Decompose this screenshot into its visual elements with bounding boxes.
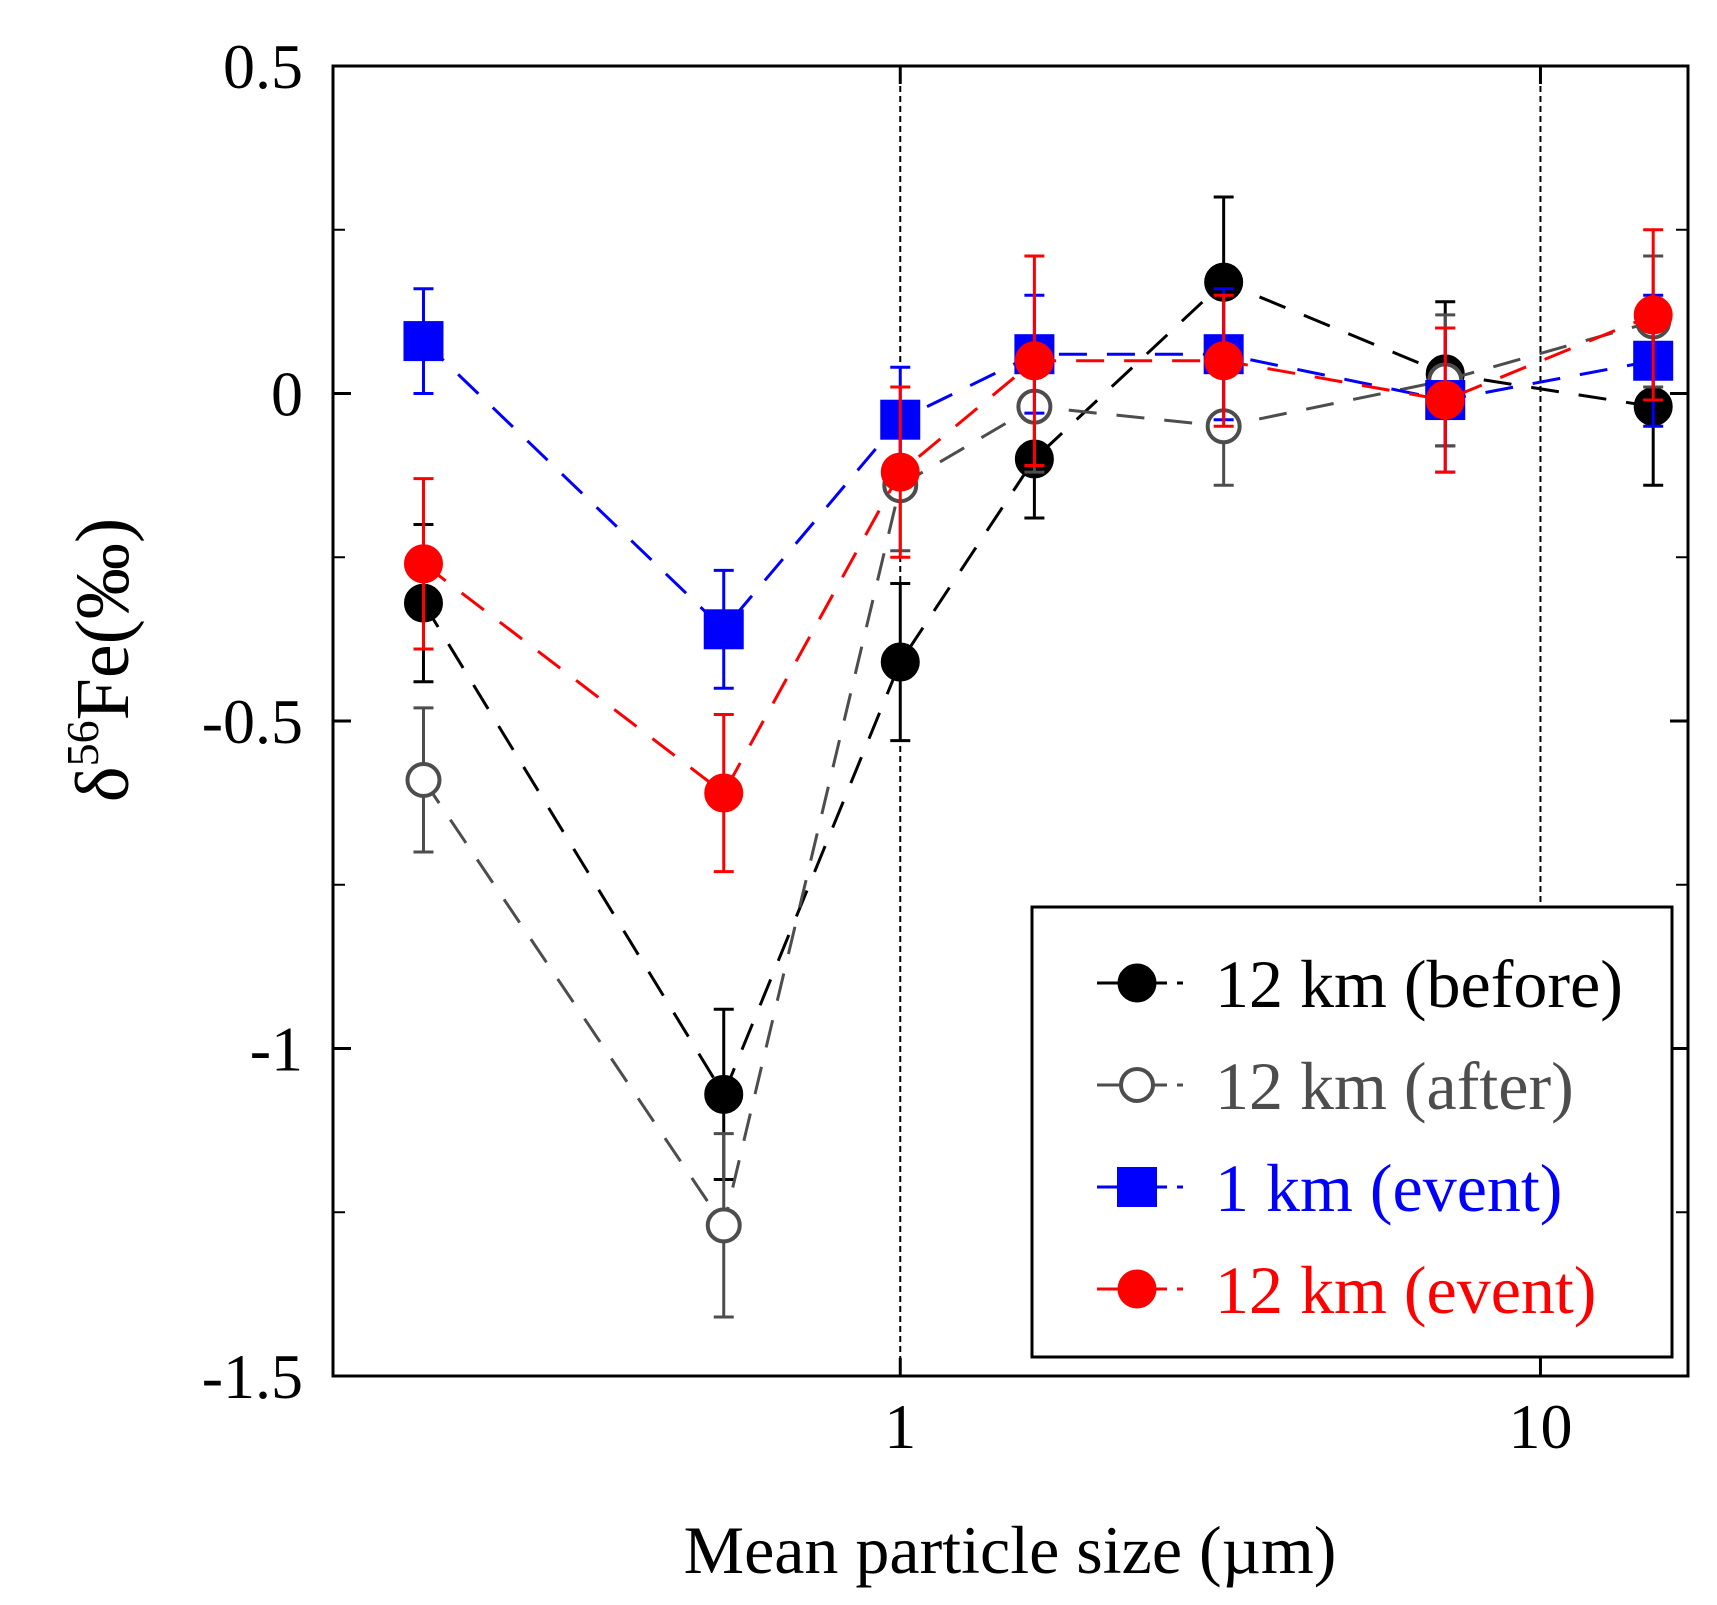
x-tick-label: 1 [884,1391,916,1462]
data-point [1425,380,1465,420]
data-point [1633,295,1673,335]
legend-entry-0: 12 km (before) [1097,946,1623,1022]
y-tick-label: -0.5 [202,686,303,757]
legend-label: 1 km (event) [1215,1150,1562,1226]
y-axis-label-main: Fe(‰) [61,518,145,721]
data-point [1204,341,1244,381]
legend-label: 12 km (event) [1215,1252,1596,1328]
y-axis-label-delta: δ [61,766,145,802]
series-3 [403,228,1673,874]
legend-entry-3: 12 km (event) [1097,1252,1596,1328]
series-layer [403,195,1674,1319]
legend-marker [1117,1269,1157,1309]
data-point [880,642,920,682]
tick-label-layer: 0.5 0 -0.5 -1 -1.5 1 10 [202,31,1573,1462]
data-point [704,1074,744,1114]
data-point [403,321,444,362]
legend: 12 km (before) 12 km (after) 1 km (event) 1… [1030,905,1674,1359]
legend-entry-1: 12 km (after) [1097,1048,1574,1124]
legend-marker [1119,1067,1155,1103]
data-point [703,609,744,650]
legend-label: 12 km (before) [1215,946,1623,1022]
y-tick-label: -1.5 [202,1341,303,1412]
y-tick-label: 0 [271,359,303,430]
data-point [1014,341,1054,381]
y-tick-label: -1 [250,1014,303,1085]
legend-marker [1117,1167,1157,1207]
y-axis-label-superscript: 56 [57,720,108,766]
legend-label: 12 km (after) [1215,1048,1574,1124]
y-axis-label: δ56Fe(‰) [57,518,145,802]
y-tick-label: 0.5 [223,31,303,102]
legend-entries: 12 km (before) 12 km (after) 1 km (event) 1… [1097,946,1623,1328]
x-axis-label: Mean particle size (µm) [684,1512,1337,1588]
tick-layer [333,64,1688,1378]
legend-entry-2: 1 km (event) [1097,1150,1562,1226]
data-point [705,1207,742,1244]
data-point [405,761,442,798]
legend-marker [1117,963,1157,1003]
data-point [403,544,443,584]
data-point [880,452,920,492]
x-tick-label: 10 [1508,1391,1572,1462]
data-point [704,773,744,813]
